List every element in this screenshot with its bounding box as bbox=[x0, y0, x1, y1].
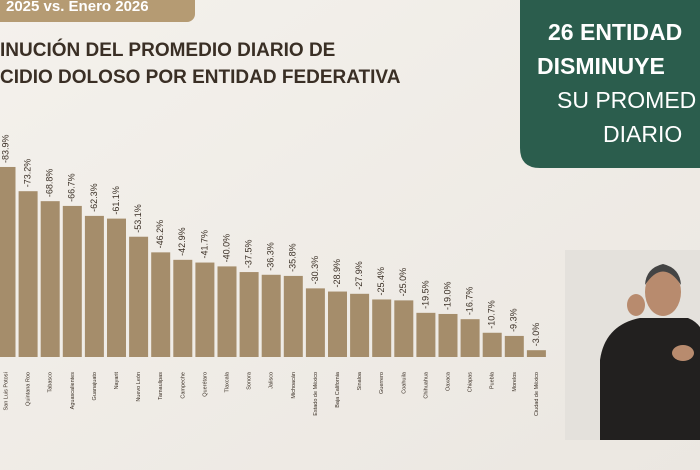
category-label: Quintana Roo bbox=[26, 372, 32, 406]
category-label: Aguascalientes bbox=[70, 372, 76, 410]
bar bbox=[261, 274, 281, 357]
value-label: -10.7% bbox=[487, 300, 497, 329]
bar bbox=[416, 312, 436, 357]
bar bbox=[305, 288, 325, 357]
bar bbox=[482, 332, 502, 357]
bar bbox=[217, 266, 237, 357]
category-label: Chihuahua bbox=[423, 371, 429, 399]
value-label: -66.7% bbox=[67, 173, 77, 202]
title-line: INUCIÓN DEL PROMEDIO DIARIO DE bbox=[0, 39, 335, 61]
bar bbox=[62, 205, 82, 357]
bar bbox=[84, 215, 104, 357]
interpreter bbox=[565, 250, 700, 440]
bar bbox=[372, 299, 392, 357]
value-label: -37.5% bbox=[243, 240, 253, 269]
value-label: -25.0% bbox=[398, 268, 408, 297]
category-label: Tlaxcala bbox=[224, 371, 230, 392]
category-label: Oaxaca bbox=[445, 371, 451, 391]
callout-text: DIARIO bbox=[603, 121, 682, 147]
value-label: -25.4% bbox=[376, 267, 386, 296]
value-label: -53.1% bbox=[133, 204, 143, 233]
category-label: Campeche bbox=[180, 372, 186, 399]
value-label: -19.5% bbox=[420, 280, 430, 309]
value-label: -83.9% bbox=[0, 134, 10, 163]
bar-chart: -83.9% San Luis Potosí -73.2% Quintana Roo -… bbox=[0, 134, 546, 416]
value-label: -9.3% bbox=[509, 308, 519, 332]
interpreter-hand bbox=[627, 294, 645, 316]
category-label: Querétaro bbox=[202, 372, 208, 397]
bar bbox=[18, 191, 38, 357]
bar bbox=[195, 262, 215, 357]
category-label: Sinaloa bbox=[357, 371, 363, 390]
value-label: -42.9% bbox=[177, 227, 187, 256]
bar bbox=[151, 252, 171, 357]
category-label: Tamaulipas bbox=[158, 372, 164, 400]
value-label: -35.8% bbox=[288, 243, 298, 272]
value-label: -68.8% bbox=[45, 169, 55, 198]
bar bbox=[350, 293, 370, 357]
category-label: Chiapas bbox=[468, 372, 474, 392]
category-label: Nuevo León bbox=[136, 372, 142, 402]
value-label: -36.3% bbox=[266, 242, 276, 271]
value-label: -46.2% bbox=[155, 220, 165, 249]
bar bbox=[283, 275, 303, 357]
category-label: Nayarit bbox=[114, 372, 120, 390]
callout-box bbox=[520, 0, 700, 168]
value-label: -40.0% bbox=[221, 234, 231, 263]
category-label: Puebla bbox=[490, 371, 496, 389]
bar bbox=[40, 201, 60, 357]
bar bbox=[504, 335, 524, 357]
period-banner bbox=[0, 0, 195, 22]
category-label: Tabasco bbox=[48, 372, 54, 393]
value-label: -62.3% bbox=[89, 183, 99, 212]
interpreter-hair bbox=[645, 264, 681, 285]
category-label: Sonora bbox=[247, 371, 253, 390]
bar bbox=[239, 272, 259, 357]
value-label: -3.0% bbox=[531, 323, 541, 347]
bar bbox=[394, 300, 414, 357]
value-label: -30.3% bbox=[310, 256, 320, 285]
value-label: -41.7% bbox=[199, 230, 209, 259]
bar bbox=[173, 259, 193, 357]
bar bbox=[0, 166, 16, 357]
category-label: Baja California bbox=[335, 371, 341, 408]
value-label: -28.9% bbox=[332, 259, 342, 288]
period: 2025 vs. Enero 2026 bbox=[6, 0, 149, 15]
bar bbox=[438, 313, 458, 357]
bar bbox=[328, 291, 347, 357]
interpreter-hand bbox=[672, 345, 694, 361]
bar bbox=[526, 350, 546, 357]
category-label: Guanajuato bbox=[92, 372, 98, 400]
category-label: San Luis Potosí bbox=[3, 372, 9, 411]
value-label: -73.2% bbox=[22, 159, 32, 188]
bar bbox=[107, 218, 126, 357]
category-label: Coahuila bbox=[401, 371, 407, 394]
category-label: Guerrero bbox=[379, 372, 385, 394]
category-label: Estado de México bbox=[313, 372, 319, 416]
category-label: Jalisco bbox=[269, 372, 275, 389]
callout-text: DISMINUYE bbox=[537, 53, 665, 79]
callout-text: SU PROMED bbox=[557, 87, 696, 113]
category-label: Morelos bbox=[512, 372, 518, 392]
bar bbox=[460, 319, 480, 357]
value-label: -16.7% bbox=[464, 287, 474, 316]
value-label: -61.1% bbox=[111, 186, 121, 215]
category-label: Michoacán bbox=[291, 372, 297, 399]
category-label: Ciudad de México bbox=[534, 372, 540, 416]
interpreter-head bbox=[645, 268, 681, 316]
bar bbox=[129, 236, 149, 357]
value-label: -19.0% bbox=[442, 281, 452, 310]
value-label: -27.9% bbox=[354, 261, 364, 290]
callout-text: 26 ENTIDAD bbox=[548, 19, 682, 45]
interpreter-body bbox=[600, 318, 700, 440]
title-line: CIDIO DOLOSO POR ENTIDAD FEDERATIVA bbox=[0, 67, 401, 88]
